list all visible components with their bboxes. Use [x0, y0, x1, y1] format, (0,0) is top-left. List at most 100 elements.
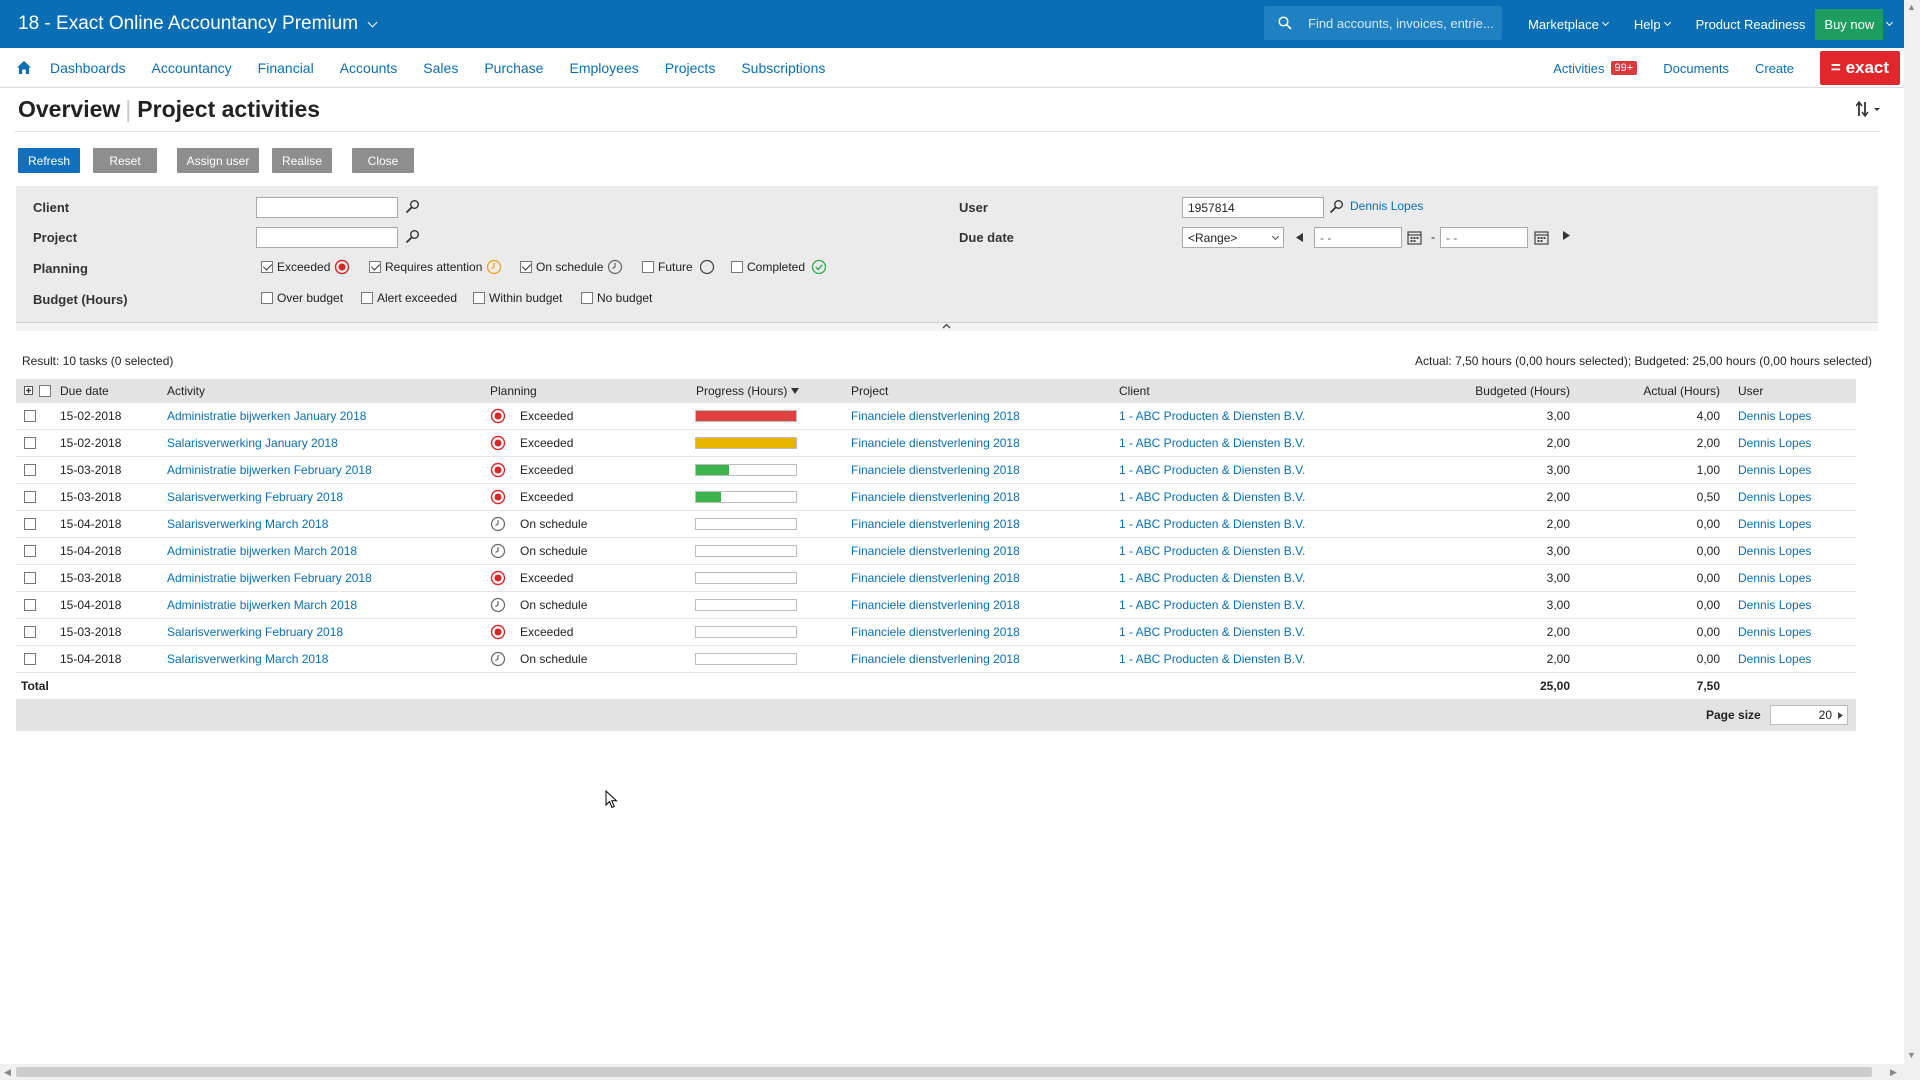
user-link[interactable]: Dennis Lopes	[1738, 598, 1812, 612]
planning-completed-option[interactable]: Completed	[731, 259, 827, 275]
project-link[interactable]: Financiele dienstverlening 2018	[851, 652, 1020, 666]
horizontal-scrollbar[interactable]: ◀ ▶	[0, 1064, 1904, 1080]
marketplace-label[interactable]: Marketplace	[1528, 16, 1599, 32]
client-link[interactable]: 1 - ABC Producten & Diensten B.V.	[1119, 490, 1306, 504]
exact-logo[interactable]: = exact	[1820, 51, 1900, 85]
table-row[interactable]: 15-04-2018 Administratie bijwerken March …	[16, 538, 1856, 565]
header-budgeted[interactable]: Budgeted (Hours)	[1475, 384, 1570, 398]
user-link[interactable]: Dennis Lopes	[1738, 625, 1812, 639]
reset-button[interactable]: Reset	[93, 148, 157, 173]
activity-link[interactable]: Salarisverwerking March 2018	[167, 517, 329, 531]
user-name-link[interactable]: Dennis Lopes	[1350, 199, 1424, 213]
row-checkbox[interactable]	[24, 484, 36, 510]
row-checkbox[interactable]	[24, 430, 36, 456]
user-input[interactable]: 1957814	[1182, 197, 1324, 218]
budget-over-option[interactable]: Over budget	[261, 291, 343, 305]
client-link[interactable]: 1 - ABC Producten & Diensten B.V.	[1119, 436, 1306, 450]
within-budget-checkbox[interactable]	[473, 292, 485, 304]
project-link[interactable]: Financiele dienstverlening 2018	[851, 490, 1020, 504]
client-link[interactable]: 1 - ABC Producten & Diensten B.V.	[1119, 409, 1306, 423]
planning-on-schedule-option[interactable]: On schedule	[520, 259, 623, 275]
lookup-icon[interactable]	[1329, 199, 1344, 214]
table-row[interactable]: 15-04-2018 Salarisverwerking March 2018 On…	[16, 511, 1856, 538]
previous-period-icon[interactable]	[1296, 233, 1304, 242]
table-row[interactable]: 15-02-2018 Administratie bijwerken Januar…	[16, 403, 1856, 430]
budget-within-option[interactable]: Within budget	[473, 291, 562, 305]
user-link[interactable]: Dennis Lopes	[1738, 463, 1812, 477]
table-row[interactable]: 15-03-2018 Salarisverwerking February 201…	[16, 484, 1856, 511]
client-link[interactable]: 1 - ABC Producten & Diensten B.V.	[1119, 652, 1306, 666]
activity-link[interactable]: Salarisverwerking February 2018	[167, 625, 344, 639]
client-link[interactable]: 1 - ABC Producten & Diensten B.V.	[1119, 625, 1306, 639]
header-activity[interactable]: Activity	[167, 384, 206, 398]
table-row[interactable]: 15-02-2018 Salarisverwerking January 2018…	[16, 430, 1856, 457]
project-input[interactable]	[256, 227, 398, 248]
app-title-text[interactable]: 18 - Exact Online Accountancy Premium	[18, 13, 359, 34]
nav-accounts[interactable]: Accounts	[339, 59, 398, 76]
scrollbar-thumb[interactable]	[16, 1067, 1872, 1077]
header-actual[interactable]: Actual (Hours)	[1643, 384, 1720, 398]
user-link[interactable]: Dennis Lopes	[1738, 490, 1812, 504]
row-checkbox[interactable]	[24, 457, 36, 483]
header-project[interactable]: Project	[851, 384, 889, 398]
project-link[interactable]: Financiele dienstverlening 2018	[851, 625, 1020, 639]
chevron-down-icon[interactable]	[367, 17, 378, 27]
over-budget-checkbox[interactable]	[261, 292, 273, 304]
project-link[interactable]: Financiele dienstverlening 2018	[851, 436, 1020, 450]
close-button[interactable]: Close	[352, 148, 414, 173]
home-icon[interactable]	[16, 60, 32, 75]
table-row[interactable]: 15-03-2018 Administratie bijwerken Februa…	[16, 457, 1856, 484]
client-link[interactable]: 1 - ABC Producten & Diensten B.V.	[1119, 598, 1306, 612]
row-checkbox[interactable]	[24, 619, 36, 645]
client-input[interactable]	[256, 197, 398, 218]
buy-now-button[interactable]: Buy now	[1815, 8, 1884, 40]
activity-link[interactable]: Administratie bijwerken February 2018	[167, 571, 372, 585]
product-readiness-label[interactable]: Product Readiness	[1695, 16, 1806, 32]
scroll-right-icon[interactable]: ▶	[1890, 1067, 1897, 1077]
assign-user-button[interactable]: Assign user	[177, 148, 259, 173]
create-link[interactable]: Create	[1754, 60, 1794, 76]
nav-financial[interactable]: Financial	[257, 59, 314, 76]
lookup-icon[interactable]	[405, 229, 420, 244]
vertical-scrollbar[interactable]: ▲ ▼	[1904, 0, 1920, 1080]
client-link[interactable]: 1 - ABC Producten & Diensten B.V.	[1119, 571, 1306, 585]
budget-alert-option[interactable]: Alert exceeded	[361, 291, 457, 305]
help-label[interactable]: Help	[1633, 16, 1661, 32]
header-client[interactable]: Client	[1119, 384, 1150, 398]
chevron-up-icon[interactable]	[942, 323, 951, 329]
next-period-icon[interactable]	[1562, 231, 1570, 240]
planning-future-option[interactable]: Future	[642, 259, 715, 275]
alert-exceeded-checkbox[interactable]	[361, 292, 373, 304]
header-user[interactable]: User	[1738, 384, 1764, 398]
header-progress[interactable]: Progress (Hours)	[696, 379, 800, 403]
activity-link[interactable]: Administratie bijwerken February 2018	[167, 463, 372, 477]
planning-exceeded-option[interactable]: Exceeded	[261, 259, 350, 275]
nav-accountancy[interactable]: Accountancy	[151, 59, 232, 76]
budget-none-option[interactable]: No budget	[581, 291, 652, 305]
date-from-input[interactable]: - -	[1314, 227, 1402, 248]
breadcrumb-overview[interactable]: Overview	[18, 96, 121, 122]
header-due-date[interactable]: Due date	[60, 384, 109, 398]
header-planning[interactable]: Planning	[490, 384, 537, 398]
client-link[interactable]: 1 - ABC Producten & Diensten B.V.	[1119, 544, 1306, 558]
due-date-range-select[interactable]: <Range>	[1182, 227, 1284, 248]
table-row[interactable]: 15-03-2018 Salarisverwerking February 201…	[16, 619, 1856, 646]
table-row[interactable]: 15-03-2018 Administratie bijwerken Februa…	[16, 565, 1856, 592]
refresh-button[interactable]: Refresh	[18, 148, 80, 173]
select-all-checkbox[interactable]	[39, 379, 51, 403]
activities-label[interactable]: Activities	[1553, 60, 1605, 76]
page-size-input[interactable]: 20	[1770, 705, 1848, 725]
scroll-left-icon[interactable]: ◀	[4, 1067, 11, 1077]
calendar-icon[interactable]	[1407, 230, 1422, 245]
nav-dashboards[interactable]: Dashboards	[50, 59, 126, 76]
realise-button[interactable]: Realise	[272, 148, 332, 173]
exceeded-checkbox[interactable]	[261, 261, 273, 273]
activity-link[interactable]: Administratie bijwerken January 2018	[167, 409, 367, 423]
search-input[interactable]: Find accounts, invoices, entrie...	[1308, 15, 1494, 31]
user-link[interactable]: Dennis Lopes	[1738, 571, 1812, 585]
nav-employees[interactable]: Employees	[569, 59, 639, 76]
user-link[interactable]: Dennis Lopes	[1738, 652, 1812, 666]
table-row[interactable]: 15-04-2018 Salarisverwerking March 2018 On…	[16, 646, 1856, 673]
activity-link[interactable]: Salarisverwerking February 2018	[167, 490, 344, 504]
app-title[interactable]: 18 - Exact Online Accountancy Premium	[18, 13, 378, 35]
